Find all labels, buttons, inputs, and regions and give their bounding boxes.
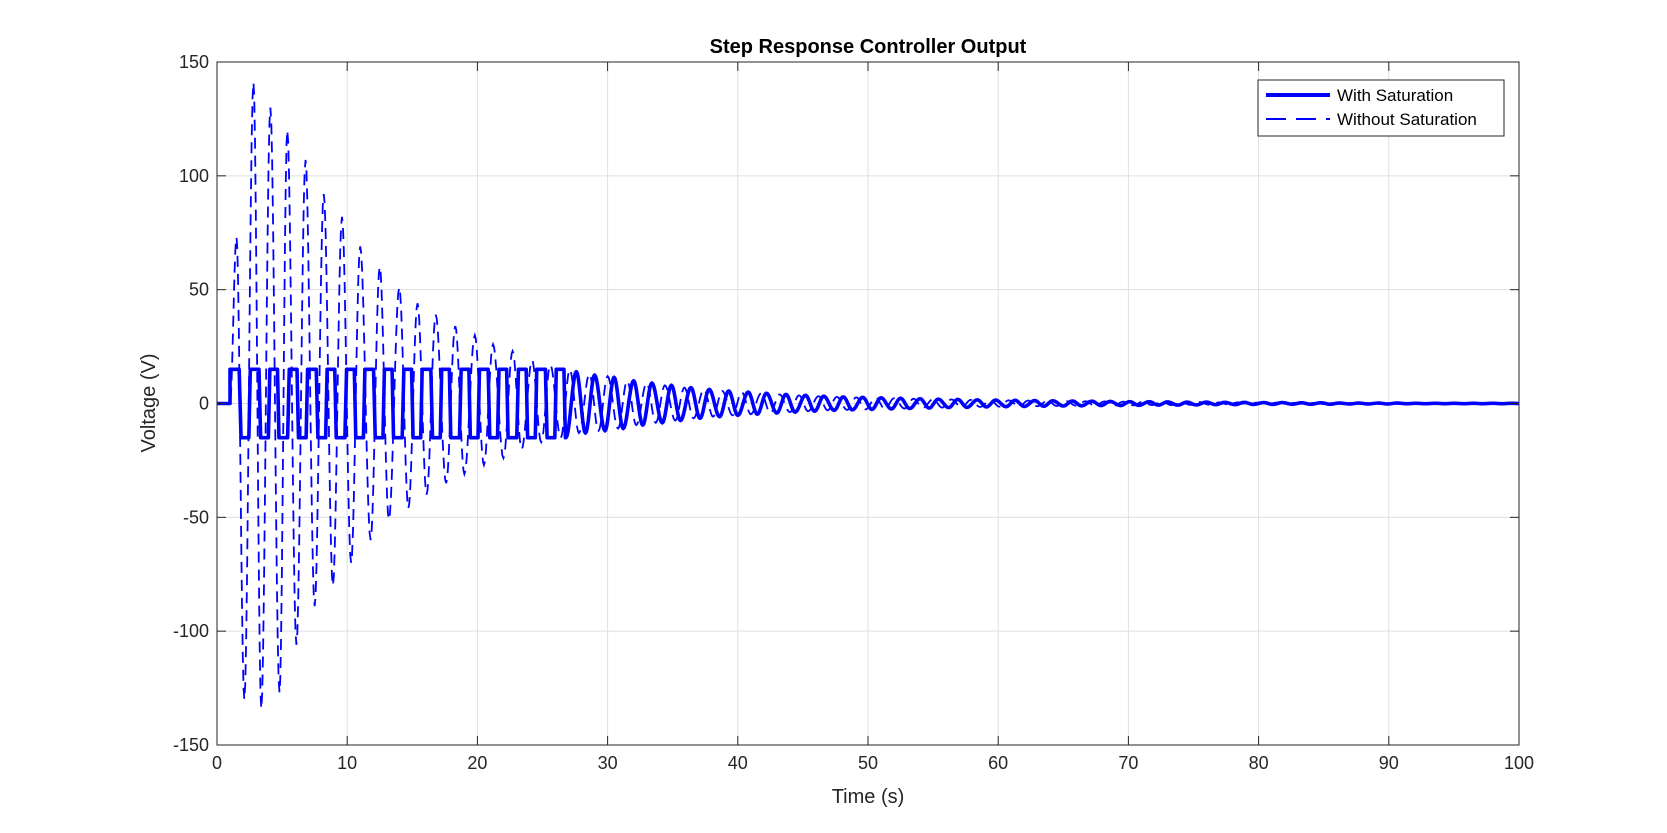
legend-box	[1257, 79, 1505, 137]
x-tick-label: 0	[212, 753, 222, 773]
x-tick-label: 30	[598, 753, 618, 773]
legend: With Saturation Without Saturation	[1257, 79, 1505, 137]
x-tick-label: 80	[1249, 753, 1269, 773]
y-tick-label: 150	[179, 52, 209, 72]
x-tick-label: 50	[858, 753, 878, 773]
y-tick-label: -150	[173, 735, 209, 755]
chart-title: Step Response Controller Output	[710, 36, 1027, 58]
x-tick-label: 90	[1379, 753, 1399, 773]
x-tick-label: 100	[1504, 753, 1534, 773]
x-tick-label: 20	[467, 753, 487, 773]
x-tick-label: 60	[988, 753, 1008, 773]
y-tick-label: -100	[173, 621, 209, 641]
axis-ticks: 0 10 20 30 40 50 60 70 80 90 100 -150 -100 -50 0 50 100 1…	[173, 52, 1534, 773]
y-tick-label: -50	[183, 507, 209, 527]
x-axis-label: Time (s)	[832, 786, 905, 808]
x-tick-label: 70	[1118, 753, 1138, 773]
y-axis-label: Voltage (V)	[138, 354, 160, 453]
legend-label-with-saturation: With Saturation	[1337, 86, 1453, 105]
series-line-with-saturation	[217, 367, 1521, 440]
y-tick-label: 0	[199, 394, 209, 414]
y-tick-label: 50	[189, 280, 209, 300]
legend-label-without-saturation: Without Saturation	[1337, 110, 1477, 129]
y-tick-label: 100	[179, 166, 209, 186]
data-series	[217, 82, 1521, 709]
x-tick-label: 10	[337, 753, 357, 773]
x-tick-label: 40	[728, 753, 748, 773]
